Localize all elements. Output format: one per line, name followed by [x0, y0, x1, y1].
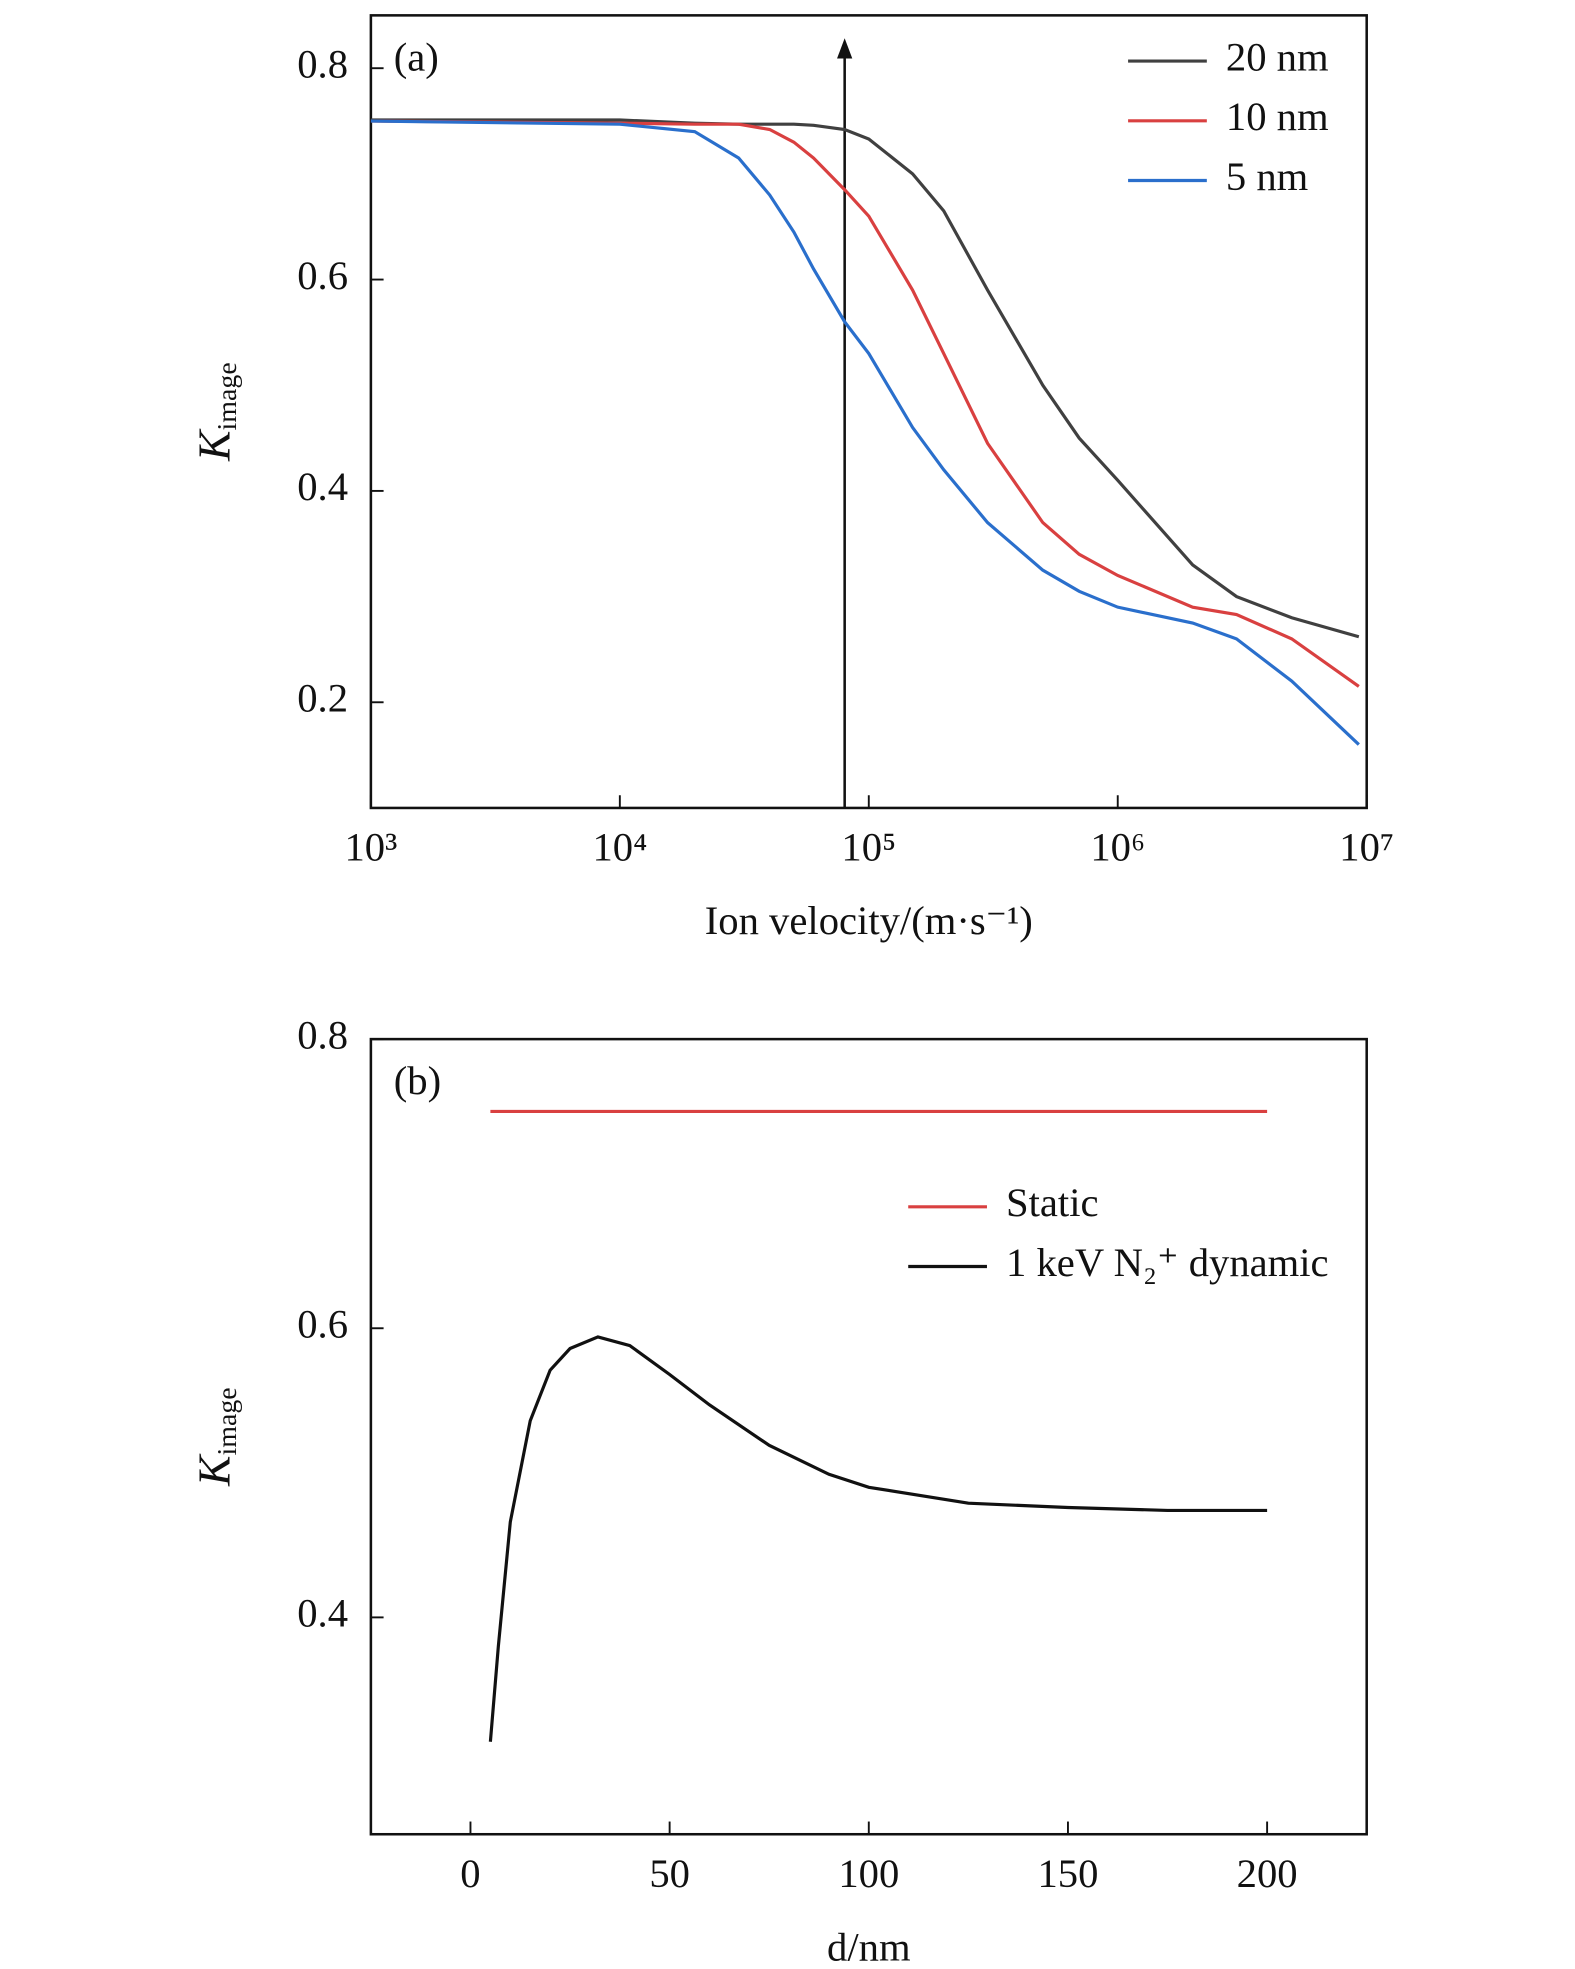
x-axis-label: d/nm: [827, 1924, 911, 1969]
legend-label: 10 nm: [1226, 94, 1329, 139]
series-line: [370, 118, 1360, 639]
legend-label: 5 nm: [1226, 154, 1308, 199]
y-tick-label: 0.4: [297, 1591, 348, 1636]
x-tick-label: 150: [1037, 1851, 1098, 1896]
arrow-head: [837, 38, 853, 59]
series-line: [370, 119, 1360, 688]
x-tick-label: 10⁵: [841, 824, 896, 869]
plot-frame: [369, 14, 1368, 810]
legend-label: 20 nm: [1226, 34, 1329, 79]
x-tick-label: 10⁷: [1339, 824, 1394, 869]
x-tick-label: 0: [460, 1851, 480, 1896]
panel-label: (a): [394, 34, 439, 79]
chart-panel: 10³ 10⁴ 10⁵ 10⁶ 10⁷ 0.2 0.4 0.6 0.8 (a) Ion veloci…: [188, 14, 1394, 943]
chart-panel: 0 50 100 150 200 0.4 0.6 0.8 (b) d/nm Kimage Static…: [188, 1012, 1368, 1969]
y-axis-label: Kimage: [188, 1387, 243, 1487]
legend-label: 1 keV N₂⁺ dynamic: [1006, 1240, 1329, 1285]
y-tick-label: 0.2: [297, 676, 348, 721]
x-axis-label: Ion velocity/(m·s⁻¹): [705, 898, 1033, 943]
y-axis-label-main: K: [188, 428, 239, 462]
x-tick-label: 10³: [344, 824, 397, 869]
legend: Static 1 keV N₂⁺ dynamic: [908, 1180, 1329, 1285]
x-tick-label: 200: [1237, 1851, 1298, 1896]
y-axis-label-main: K: [188, 1453, 239, 1487]
y-axis-label-sub: image: [212, 362, 243, 430]
x-tick-label: 10⁶: [1090, 824, 1145, 869]
x-tick-label: 50: [649, 1851, 690, 1896]
plot-frame: [369, 1037, 1368, 1836]
series-line: [488, 1335, 1268, 1742]
y-tick-label: 0.6: [297, 253, 348, 298]
legend: 20 nm 10 nm 5 nm: [1128, 34, 1329, 199]
legend-label: Static: [1006, 1180, 1099, 1225]
y-tick-label: 0.8: [297, 1012, 348, 1057]
y-axis-label: Kimage: [188, 362, 243, 462]
y-tick-label: 0.4: [297, 464, 348, 509]
panel-label: (b): [394, 1058, 441, 1103]
x-tick-label: 100: [838, 1851, 899, 1896]
y-tick-label: 0.6: [297, 1302, 348, 1347]
y-tick-label: 0.8: [297, 42, 348, 87]
x-tick-label: 10⁴: [592, 824, 647, 869]
y-axis-label-sub: image: [212, 1387, 243, 1455]
series-line: [370, 119, 1360, 746]
